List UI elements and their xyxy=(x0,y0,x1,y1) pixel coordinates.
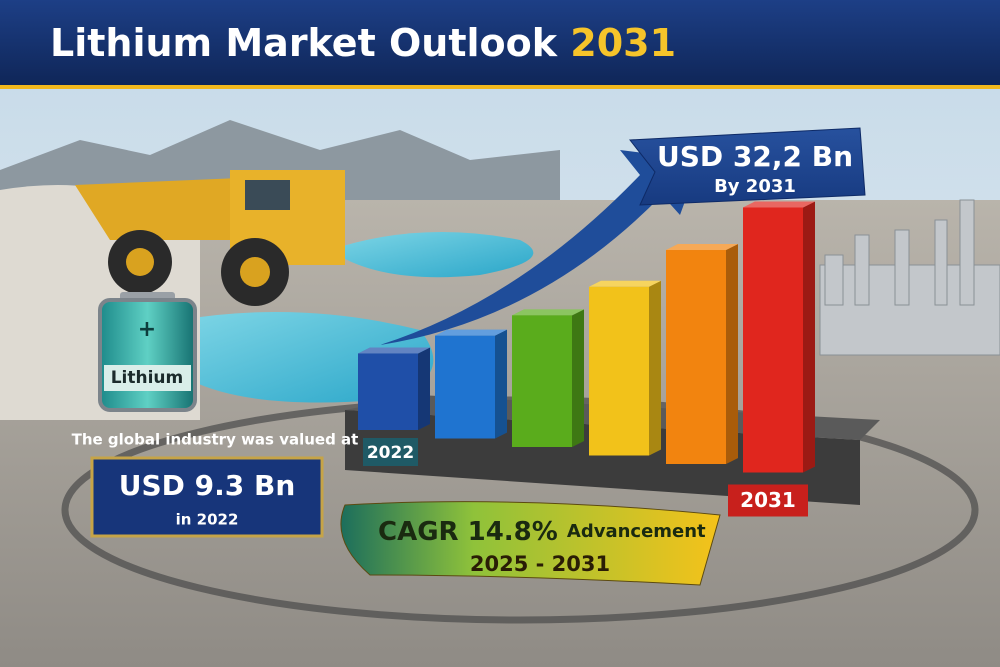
svg-text:+: + xyxy=(138,317,156,342)
bar-side-shade xyxy=(418,347,430,430)
base-intro: The global industry was valued at xyxy=(72,431,359,449)
cagr-rate: CAGR 14.8% Advancement xyxy=(378,517,706,547)
year-label: 2031 xyxy=(740,488,796,512)
battery: + xyxy=(98,292,197,412)
bar-side-shade xyxy=(649,280,661,456)
forecast-banner xyxy=(629,127,866,206)
year-box xyxy=(728,484,808,517)
bar xyxy=(589,286,649,456)
header xyxy=(0,0,1000,85)
bar-side xyxy=(495,329,507,439)
refinery xyxy=(819,199,1000,356)
bar-top-light xyxy=(358,347,430,354)
bar-chart: 2022 2031 xyxy=(358,201,815,517)
bar-top-light xyxy=(589,280,661,287)
bar-top-light xyxy=(512,309,584,316)
bar-top-light xyxy=(743,201,815,208)
bar-side-shade xyxy=(803,201,815,473)
bar-side xyxy=(649,280,661,456)
bar-side xyxy=(572,309,584,447)
bar-side xyxy=(803,201,815,473)
bar-side-shade xyxy=(726,244,738,464)
year-box xyxy=(363,438,418,466)
bar xyxy=(358,353,418,430)
header-rule xyxy=(0,85,1000,89)
truck xyxy=(75,170,345,306)
bar-top xyxy=(435,329,507,336)
water xyxy=(330,232,534,278)
bar-side-shade xyxy=(572,309,584,447)
bar xyxy=(435,335,495,439)
year-label: 2022 xyxy=(367,443,414,463)
base-value: USD 9.3 Bn xyxy=(119,469,296,502)
bar xyxy=(743,207,803,473)
bar-top-light xyxy=(666,244,738,251)
bar-top xyxy=(512,309,584,316)
forecast-value: USD 32,2 Bn xyxy=(657,140,853,173)
base-box xyxy=(90,456,324,538)
bar-top xyxy=(666,244,738,251)
bar-side-shade xyxy=(495,329,507,439)
bar-top xyxy=(589,280,661,287)
bar-side xyxy=(418,347,430,430)
forecast-year: By 2031 xyxy=(714,176,796,197)
bar-top-light xyxy=(435,329,507,336)
cagr-period: 2025 - 2031 xyxy=(470,552,610,576)
bar-side xyxy=(726,244,738,464)
battery-label: Lithium xyxy=(111,368,184,388)
bar xyxy=(512,315,572,447)
growth-arrow xyxy=(380,150,700,345)
bar-top xyxy=(743,201,815,208)
base-year: in 2022 xyxy=(176,511,239,529)
bar-top xyxy=(358,347,430,354)
bar xyxy=(666,250,726,464)
cagr-banner xyxy=(340,501,721,586)
title: Lithium Market Outlook 2031 xyxy=(50,21,676,65)
